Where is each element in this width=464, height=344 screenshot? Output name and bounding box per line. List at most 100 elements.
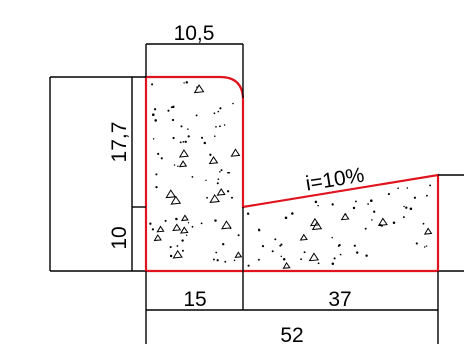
aggregate-dot — [223, 124, 226, 126]
aggregate-dot — [181, 239, 184, 242]
aggregate-dot — [337, 245, 340, 247]
aggregate-dot — [219, 107, 222, 110]
aggregate-dot — [226, 190, 230, 193]
aggregate-stone — [299, 233, 308, 241]
aggregate-dot — [352, 206, 356, 210]
aggregate-dot — [405, 206, 408, 209]
aggregate-dot — [317, 204, 319, 207]
aggregate-dot — [173, 164, 176, 166]
aggregate-dot — [227, 172, 229, 174]
aggregate-dot — [397, 187, 399, 189]
aggregate-dot — [387, 193, 390, 196]
aggregate-dot — [280, 243, 283, 246]
aggregate-dot — [232, 102, 234, 105]
aggregate-dot — [182, 141, 185, 143]
aggregate-dot — [187, 135, 190, 138]
aggregate-dot — [214, 219, 217, 222]
aggregate-dot — [171, 118, 175, 122]
aggregate-dot — [187, 128, 189, 130]
aggregate-dot — [219, 171, 221, 173]
aggregate-dot — [157, 152, 160, 155]
aggregate-dot — [153, 108, 157, 111]
aggregate-dot — [237, 234, 240, 237]
aggregate-dot — [191, 225, 194, 228]
aggregate-stone — [308, 252, 320, 262]
aggregate-dot — [333, 257, 336, 260]
aggregate-stone — [423, 227, 433, 235]
aggregate-dot — [246, 212, 250, 215]
aggregate-dot — [233, 259, 236, 262]
aggregate-dot — [154, 119, 157, 122]
aggregate-dot — [222, 243, 225, 246]
aggregate-dot — [303, 251, 306, 254]
aggregate-dot — [169, 246, 172, 249]
aggregate-dot — [413, 196, 417, 199]
aggregate-dot — [149, 222, 152, 225]
aggregate-dot — [426, 194, 428, 197]
aggregate-dot — [365, 254, 368, 257]
aggregate-dot — [228, 171, 231, 174]
aggregate-dot — [402, 216, 405, 219]
slope-label: i=10% — [304, 164, 366, 196]
aggregate-dot — [152, 113, 155, 116]
aggregate-dot — [364, 227, 367, 230]
concrete-aggregate-pattern — [149, 81, 433, 269]
aggregate-dot — [317, 262, 320, 265]
aggregate-dot — [257, 258, 260, 261]
dim-upper-height-label: 17,7 — [108, 122, 131, 163]
aggregate-stone — [209, 193, 220, 204]
aggregate-dot — [209, 153, 212, 156]
aggregate-dot — [415, 242, 418, 245]
aggregate-stone — [377, 217, 388, 227]
aggregate-dot — [423, 246, 426, 248]
aggregate-dot — [403, 205, 405, 208]
aggregate-stone — [282, 261, 291, 269]
aggregate-dot — [175, 217, 178, 221]
aggregate-dot — [291, 212, 294, 215]
aggregate-dot — [331, 203, 334, 206]
aggregate-dot — [247, 264, 250, 267]
aggregate-dot — [160, 157, 163, 160]
aggregate-dot — [422, 222, 425, 225]
aggregate-stone — [221, 220, 232, 230]
aggregate-dot — [212, 258, 215, 261]
aggregate-dot — [215, 125, 217, 128]
aggregate-dot — [271, 250, 274, 253]
section-outline — [144, 75, 440, 273]
aggregate-dot — [169, 254, 173, 258]
aggregate-dot — [200, 136, 204, 139]
aggregate-dot — [172, 136, 175, 140]
aggregate-dot — [191, 176, 194, 178]
aggregate-stone — [234, 251, 243, 258]
aggregate-dot — [331, 262, 335, 266]
aggregate-dot — [180, 125, 183, 128]
aggregate-stone — [309, 217, 320, 227]
aggregate-dot — [261, 244, 265, 248]
aggregate-dot — [185, 81, 189, 84]
aggregate-stone — [340, 212, 350, 221]
aggregate-dot — [214, 135, 216, 137]
aggregate-dot — [152, 138, 155, 140]
aggregate-dot — [300, 258, 303, 261]
aggregate-stone — [172, 249, 183, 259]
dim-lower-height-label: 10 — [108, 226, 131, 249]
aggregate-dot — [164, 219, 167, 222]
aggregate-dot — [170, 106, 173, 109]
aggregate-stone — [216, 188, 226, 196]
aggregate-dot — [151, 83, 154, 86]
aggregate-dot — [282, 257, 286, 261]
aggregate-stone — [178, 160, 188, 168]
aggregate-stone — [311, 221, 323, 231]
aggregate-dot — [172, 105, 175, 109]
aggregate-dot — [216, 182, 219, 185]
aggregate-dot — [279, 244, 282, 247]
aggregate-dot — [151, 228, 155, 231]
aggregate-stone — [193, 84, 205, 94]
aggregate-dot — [217, 178, 220, 181]
aggregate-dot — [216, 259, 219, 262]
aggregate-dot — [354, 200, 357, 203]
aggregate-dot — [215, 251, 218, 254]
aggregate-dot — [370, 199, 373, 202]
aggregate-dot — [200, 222, 203, 225]
